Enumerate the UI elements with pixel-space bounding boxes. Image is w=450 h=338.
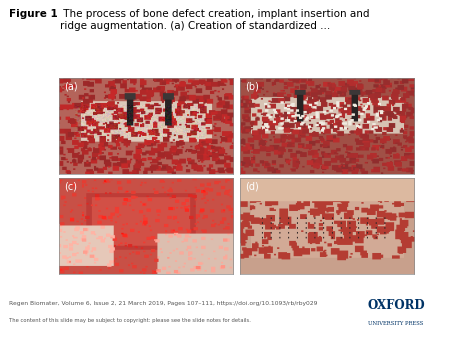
- Text: The content of this slide may be subject to copyright: please see the slide note: The content of this slide may be subject…: [9, 318, 251, 323]
- Text: (c): (c): [64, 182, 77, 192]
- Text: (d): (d): [245, 182, 259, 192]
- Text: (a): (a): [64, 81, 77, 92]
- Text: Regen Biomater, Volume 6, Issue 2, 21 March 2019, Pages 107–111, https://doi.org: Regen Biomater, Volume 6, Issue 2, 21 Ma…: [9, 301, 317, 306]
- Text: (b): (b): [245, 81, 259, 92]
- Text: UNIVERSITY PRESS: UNIVERSITY PRESS: [369, 321, 423, 327]
- Text: Figure 1: Figure 1: [9, 9, 58, 19]
- Text: OXFORD: OXFORD: [367, 299, 425, 312]
- Text: The process of bone defect creation, implant insertion and
ridge augmentation. (: The process of bone defect creation, imp…: [60, 9, 369, 30]
